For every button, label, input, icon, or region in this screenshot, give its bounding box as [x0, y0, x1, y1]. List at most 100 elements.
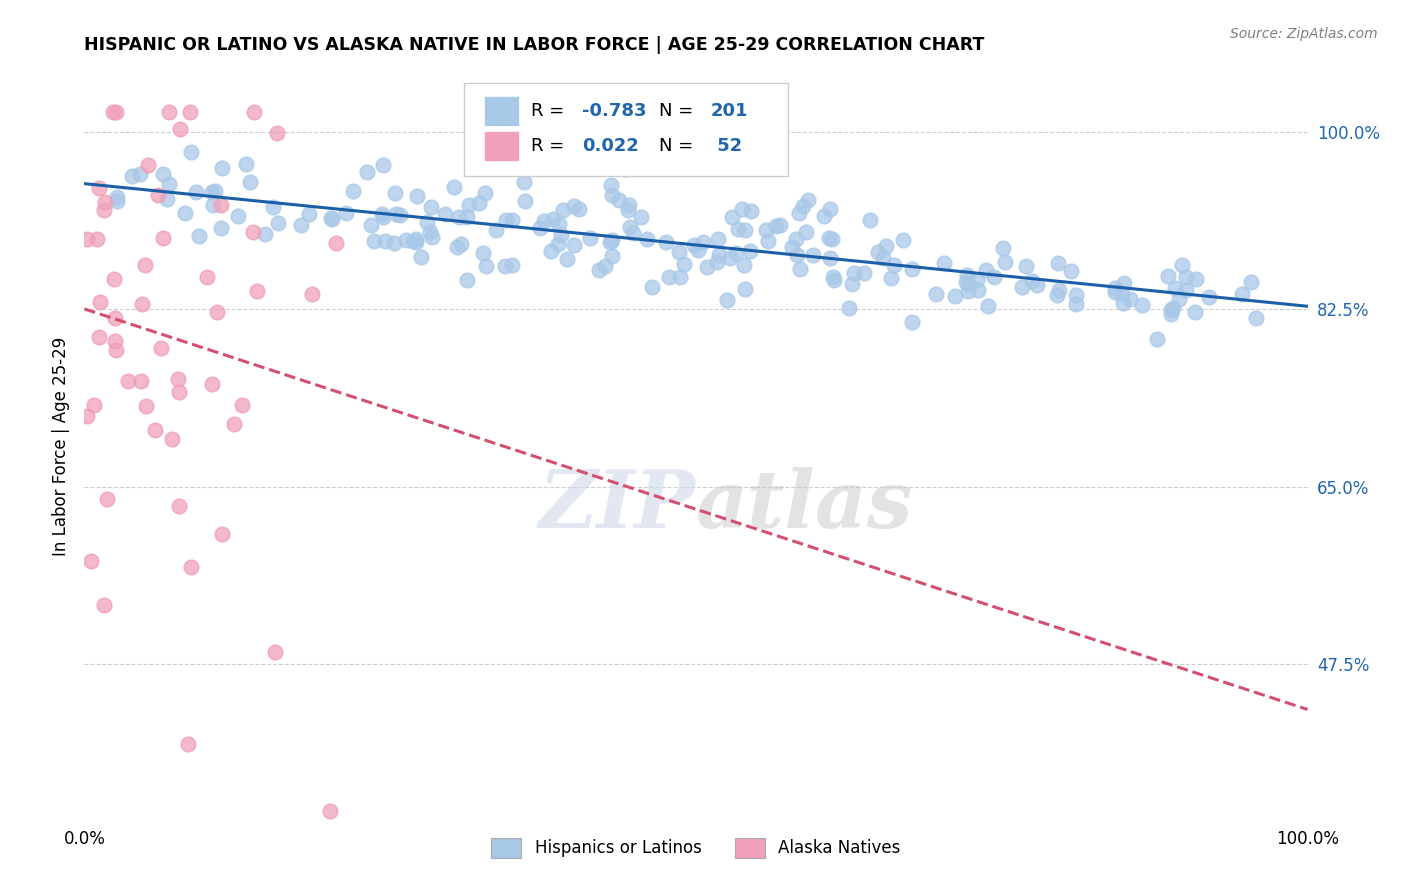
Point: [821, 232, 844, 246]
Point: [136, 158, 159, 172]
Point: [740, 244, 762, 258]
Point: [180, 145, 202, 159]
Point: [588, 263, 610, 277]
Point: [756, 234, 779, 248]
Point: [1160, 307, 1182, 321]
Point: [547, 236, 569, 251]
Point: [1060, 264, 1083, 278]
Point: [1156, 268, 1178, 283]
Point: [718, 251, 741, 265]
Point: [405, 189, 427, 203]
Point: [1146, 332, 1168, 346]
Point: [1174, 270, 1197, 285]
Point: [501, 212, 523, 227]
Point: [716, 293, 738, 308]
Point: [1111, 287, 1133, 301]
Point: [820, 251, 842, 265]
Point: [740, 204, 762, 219]
Point: [169, 122, 191, 136]
Point: [617, 203, 640, 218]
Point: [395, 233, 418, 247]
Point: [235, 157, 257, 171]
Point: [943, 289, 966, 303]
Point: [818, 231, 841, 245]
Point: [416, 215, 439, 229]
Point: [1174, 283, 1197, 297]
Point: [966, 273, 988, 287]
Point: [335, 205, 357, 219]
Point: [1161, 301, 1184, 315]
Point: [456, 211, 478, 225]
FancyBboxPatch shape: [484, 131, 519, 161]
Point: [96, 492, 118, 507]
Point: [533, 213, 555, 227]
Text: -0.783: -0.783: [582, 102, 647, 120]
Point: [548, 217, 571, 231]
Point: [325, 236, 347, 251]
Point: [789, 262, 811, 277]
Text: 201: 201: [710, 102, 748, 120]
Point: [150, 341, 173, 355]
Point: [290, 218, 312, 232]
Point: [599, 235, 621, 249]
Point: [342, 184, 364, 198]
Point: [156, 192, 179, 206]
Point: [841, 277, 863, 292]
Point: [692, 235, 714, 249]
Point: [264, 645, 287, 659]
Point: [177, 737, 200, 751]
Point: [1240, 275, 1263, 289]
Point: [993, 255, 1015, 269]
Point: [966, 283, 988, 297]
Point: [636, 232, 658, 246]
Point: [267, 215, 290, 229]
Point: [568, 202, 591, 216]
Point: [389, 208, 412, 222]
Point: [180, 560, 202, 574]
Point: [1185, 271, 1208, 285]
Point: [401, 235, 423, 249]
Point: [734, 223, 756, 237]
Point: [167, 384, 190, 399]
Point: [94, 194, 117, 209]
Point: [593, 259, 616, 273]
Point: [607, 194, 630, 208]
Point: [668, 245, 690, 260]
Point: [540, 244, 562, 258]
Point: [93, 203, 115, 218]
Text: ZIP: ZIP: [538, 467, 696, 545]
Point: [1171, 258, 1194, 272]
Point: [529, 221, 551, 235]
Point: [875, 239, 897, 253]
Point: [209, 197, 232, 211]
Point: [893, 233, 915, 247]
Point: [707, 232, 730, 246]
Point: [1111, 296, 1133, 310]
Point: [157, 177, 180, 191]
Point: [131, 297, 153, 311]
Point: [707, 248, 730, 262]
Point: [562, 237, 585, 252]
Point: [765, 219, 787, 234]
Point: [457, 198, 479, 212]
Point: [818, 202, 841, 216]
Point: [1164, 281, 1187, 295]
Point: [955, 275, 977, 289]
Point: [201, 186, 224, 200]
Point: [1025, 278, 1047, 293]
Point: [794, 225, 817, 239]
Point: [706, 255, 728, 269]
Point: [976, 300, 998, 314]
Point: [1232, 287, 1254, 301]
Point: [298, 207, 321, 221]
Point: [266, 126, 288, 140]
Point: [434, 207, 457, 221]
Point: [321, 211, 343, 226]
Point: [658, 269, 681, 284]
Point: [79, 553, 101, 567]
Point: [456, 272, 478, 286]
Point: [419, 225, 441, 239]
Point: [821, 269, 844, 284]
Point: [253, 227, 276, 242]
Point: [201, 198, 224, 212]
